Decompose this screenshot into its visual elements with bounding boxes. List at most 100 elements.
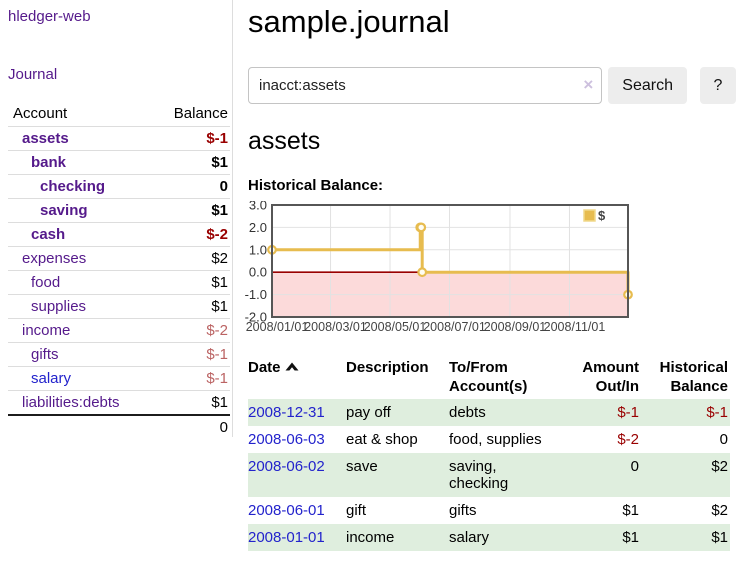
account-row: saving $1 [8,199,230,223]
sidebar-account-link-salary[interactable]: salary [31,370,71,387]
register-date-link[interactable]: 2008-12-31 [248,404,325,421]
register-amount: $1 [561,524,641,551]
account-row: salary $-1 [8,367,230,391]
sidebar-account-link-income[interactable]: income [22,322,70,339]
svg-text:2008/07/01: 2008/07/01 [423,320,486,334]
account-balance: $-1 [140,367,230,391]
svg-text:3.0: 3.0 [249,201,267,213]
svg-text:2008/05/01: 2008/05/01 [364,320,427,334]
svg-text:2008/03/01: 2008/03/01 [304,320,367,334]
help-button[interactable]: ? [700,67,736,104]
accounts-header-account: Account [8,102,140,127]
account-balance: $2 [140,247,230,271]
register-balance: $-1 [641,399,730,426]
register-balance: $2 [641,453,730,497]
register-amount: $-2 [561,426,641,453]
sidebar-account-link-bank[interactable]: bank [31,154,66,171]
register-row: 2008-12-31pay offdebts$-1$-1 [248,399,730,426]
register-accounts: saving, checking [449,453,561,497]
accounts-total-row: 0 [8,415,230,439]
account-balance: $1 [140,151,230,175]
register-amount: $1 [561,497,641,524]
historical-balance-chart: 3.02.01.00.0-1.0-2.02008/01/012008/03/01… [243,201,736,341]
account-balance: $1 [140,199,230,223]
account-row: expenses $2 [8,247,230,271]
sidebar-account-link-food[interactable]: food [31,274,60,291]
account-balance: 0 [140,175,230,199]
register-date-link[interactable]: 2008-06-02 [248,458,325,475]
register-col-label: Description [346,359,429,376]
register-col-header[interactable]: Date [248,355,346,399]
register-accounts: gifts [449,497,561,524]
register-accounts: food, supplies [449,426,561,453]
register-balance: 0 [641,426,730,453]
register-col-label: Historical Balance [660,359,728,395]
svg-text:2.0: 2.0 [249,220,267,235]
register-col-label: Date [248,359,281,376]
sort-ascending-icon [285,362,299,372]
account-row: gifts $-1 [8,343,230,367]
brand-link[interactable]: hledger-web [8,8,232,25]
clear-search-icon[interactable]: × [583,75,593,95]
accounts-total-value: 0 [8,415,230,439]
register-description: gift [346,497,449,524]
account-heading: assets [248,127,736,156]
account-balance: $1 [140,391,230,416]
search-input[interactable] [248,67,602,104]
register-col-header: Historical Balance [641,355,730,399]
register-accounts: debts [449,399,561,426]
register-balance: $2 [641,497,730,524]
account-balance: $-1 [140,343,230,367]
account-balance: $-1 [140,127,230,151]
account-row: checking 0 [8,175,230,199]
sidebar-account-link-checking[interactable]: checking [40,178,105,195]
svg-text:2008/09/01: 2008/09/01 [484,320,547,334]
register-col-header: Description [346,355,449,399]
sidebar-account-link-liabilities-debts[interactable]: liabilities:debts [22,394,120,411]
account-row: food $1 [8,271,230,295]
register-date-link[interactable]: 2008-06-01 [248,502,325,519]
sidebar-account-link-cash[interactable]: cash [31,226,65,243]
account-row: cash $-2 [8,223,230,247]
page-title: sample.journal [248,4,736,40]
accounts-table: Account Balance assets $-1 bank $1 checking 0… [8,102,230,439]
register-row: 2008-06-02savesaving, checking0$2 [248,453,730,497]
register-col-header: Amount Out/In [561,355,641,399]
chart-title: Historical Balance: [248,177,736,194]
register-amount: 0 [561,453,641,497]
account-row: liabilities:debts $1 [8,391,230,416]
svg-text:0.0: 0.0 [249,265,267,280]
sidebar-account-link-supplies[interactable]: supplies [31,298,86,315]
account-balance: $-2 [140,223,230,247]
svg-text:1.0: 1.0 [249,242,267,257]
register-balance: $1 [641,524,730,551]
account-row: assets $-1 [8,127,230,151]
main-content: sample.journal × Search ? assets Histori… [248,0,736,551]
svg-text:2008/01/01: 2008/01/01 [246,320,309,334]
sidebar-account-link-saving[interactable]: saving [40,202,88,219]
register-row: 2008-01-01incomesalary$1$1 [248,524,730,551]
account-balance: $1 [140,295,230,319]
search-button[interactable]: Search [608,67,687,104]
search-form: × Search ? [248,67,736,104]
register-date-link[interactable]: 2008-01-01 [248,529,325,546]
account-balance: $1 [140,271,230,295]
register-description: eat & shop [346,426,449,453]
sidebar-divider [232,0,233,437]
sidebar-account-link-expenses[interactable]: expenses [22,250,86,267]
sidebar-account-link-gifts[interactable]: gifts [31,346,59,363]
register-row: 2008-06-03 eat & shopfood, supplies$-20 [248,426,730,453]
accounts-header-balance: Balance [140,102,230,127]
account-row: bank $1 [8,151,230,175]
register-accounts: salary [449,524,561,551]
chart-canvas: 3.02.01.00.0-1.0-2.02008/01/012008/03/01… [243,201,643,337]
account-row: income $-2 [8,319,230,343]
register-col-label: Amount Out/In [582,359,639,395]
nav-journal-link[interactable]: Journal [8,66,232,83]
svg-text:2008/11/01: 2008/11/01 [544,320,606,334]
register-amount: $-1 [561,399,641,426]
account-balance: $-2 [140,319,230,343]
register-date-link[interactable]: 2008-06-03 [248,431,325,448]
register-table: DateDescriptionTo/From Account(s)Amount … [248,355,730,551]
sidebar-account-link-assets[interactable]: assets [22,130,69,147]
